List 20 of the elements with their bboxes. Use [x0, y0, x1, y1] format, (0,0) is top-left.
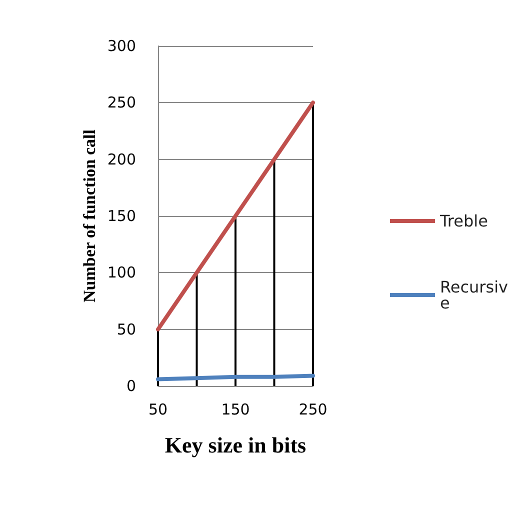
y-tick-label: 100 [107, 264, 136, 282]
x-tick-label: 50 [148, 400, 168, 418]
x-axis-title: Key size in bits [164, 432, 307, 458]
y-tick-label: 200 [107, 150, 136, 168]
bar [312, 102, 314, 386]
x-tick-label: 250 [298, 400, 328, 418]
bar [157, 329, 159, 386]
y-tick-label: 0 [126, 377, 136, 395]
y-tick-label: 50 [116, 320, 136, 338]
x-tick-label: 150 [221, 400, 250, 418]
bar [273, 159, 276, 386]
line-series [156, 100, 315, 332]
bar [196, 272, 198, 386]
y-tick-label: 250 [107, 94, 136, 112]
y-tick-label: 150 [107, 207, 136, 225]
y-axis-title: Number of function call [80, 129, 99, 302]
bar [234, 216, 236, 386]
legend-label: Recursive [440, 278, 508, 312]
y-tick-label: 300 [107, 37, 136, 55]
legend-label: Treble [438, 212, 488, 230]
